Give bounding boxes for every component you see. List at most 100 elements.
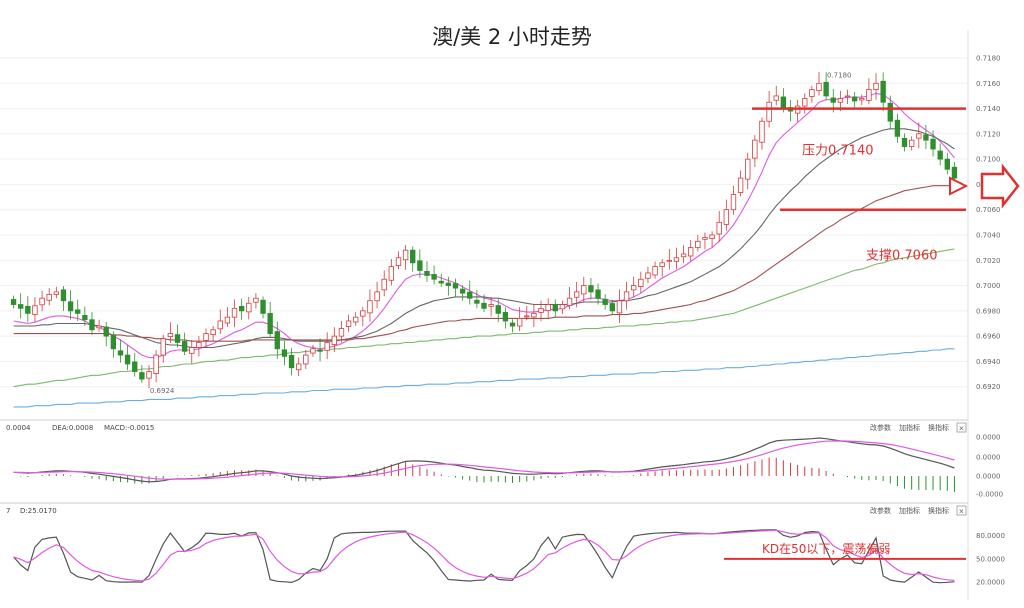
- candle-body: [39, 297, 45, 306]
- kd-d-value: D:25.0170: [20, 507, 57, 515]
- candle-body: [552, 304, 558, 312]
- kd-add-indicator-button[interactable]: 加指标: [899, 506, 920, 515]
- kd-close-button[interactable]: ×: [956, 505, 967, 516]
- candle-body: [89, 319, 95, 331]
- ma-line: [13, 348, 955, 408]
- candle: [923, 124, 929, 150]
- candle: [652, 261, 658, 279]
- candle: [616, 289, 623, 323]
- macd-value: MACD:-0.0015: [104, 424, 154, 432]
- candle-body: [96, 325, 102, 329]
- candle: [317, 338, 323, 362]
- candle-body: [46, 294, 52, 301]
- candle: [566, 286, 573, 310]
- candle-body: [759, 120, 765, 143]
- macd-y-tick-label: 0.0000: [976, 454, 1001, 462]
- candle-body: [766, 101, 772, 122]
- kd-y-tick-label: 80.0000: [976, 532, 1005, 540]
- kd-switch-indicator-button[interactable]: 换指标: [928, 506, 949, 515]
- candle: [688, 240, 694, 262]
- kd-annotation: KD在50以下，震荡偏弱: [762, 541, 890, 556]
- candle-body: [545, 304, 551, 311]
- candle-body: [773, 95, 779, 101]
- candle: [181, 332, 188, 356]
- candle: [89, 312, 95, 335]
- macd-y-tick-label: -0.0000: [976, 491, 1003, 499]
- candle: [203, 328, 209, 349]
- candle: [238, 298, 245, 320]
- candle-body: [930, 138, 936, 150]
- candle-body: [210, 329, 216, 336]
- candle-body: [873, 82, 879, 91]
- macd-close-button[interactable]: ×: [956, 422, 967, 433]
- kd-change-params-button[interactable]: 改参数: [870, 506, 891, 515]
- candle: [231, 299, 238, 328]
- candle: [210, 326, 216, 341]
- ma-line: [13, 248, 955, 388]
- candle-body: [652, 266, 658, 276]
- candle: [424, 261, 430, 282]
- candle-body: [75, 309, 81, 314]
- macd-dif-value: 0.0004: [6, 424, 31, 432]
- candle-body: [153, 354, 159, 374]
- candle-body: [467, 291, 473, 299]
- candle-body: [374, 291, 380, 302]
- candle-body: [217, 320, 223, 330]
- candle-body: [538, 307, 544, 313]
- candle-body: [267, 312, 273, 335]
- candle: [702, 232, 708, 250]
- candle-body: [645, 272, 651, 279]
- y-tick-label: 0.7100: [976, 156, 1001, 164]
- candle: [581, 276, 587, 303]
- candle: [388, 259, 395, 286]
- support-label: 支撑0.7060: [866, 249, 938, 264]
- macd-change-params-button[interactable]: 改参数: [870, 423, 891, 432]
- candle: [787, 99, 794, 122]
- candle-body: [488, 304, 494, 307]
- candle-body: [238, 305, 245, 312]
- candle: [452, 278, 459, 297]
- candle: [752, 135, 758, 167]
- candle-body: [345, 320, 352, 327]
- candle-body: [602, 298, 608, 305]
- chart-title: 澳/美 2 小时走势: [432, 25, 592, 49]
- candle: [374, 281, 380, 309]
- candle-body: [802, 98, 808, 107]
- candle-body: [288, 354, 295, 369]
- candle-body: [310, 348, 316, 354]
- y-tick-label: 0.7000: [976, 282, 1001, 290]
- candle-body: [32, 305, 38, 315]
- candle-body: [559, 304, 566, 310]
- candle-body: [196, 342, 202, 348]
- candle: [937, 143, 943, 166]
- candle-body: [331, 335, 337, 345]
- candle-body: [381, 278, 387, 291]
- macd-dea-line: [13, 440, 955, 480]
- high-label: 0.7180: [827, 71, 852, 79]
- candle: [467, 280, 473, 305]
- candle-body: [103, 326, 109, 337]
- candle-body: [944, 158, 950, 170]
- candle: [139, 364, 145, 383]
- candle-body: [438, 280, 444, 284]
- candle-body: [830, 97, 836, 103]
- candle-body: [638, 278, 644, 287]
- candle-body: [25, 305, 31, 314]
- y-tick-label: 0.6980: [976, 307, 1001, 315]
- candle: [759, 117, 765, 150]
- candle: [310, 344, 316, 357]
- macd-y-tick-label: 0.0000: [976, 473, 1001, 481]
- candle-body: [730, 194, 737, 211]
- candle-body: [659, 262, 665, 268]
- candle: [844, 89, 851, 105]
- candle: [602, 294, 608, 310]
- macd-switch-indicator-button[interactable]: 换指标: [928, 423, 949, 432]
- resistance-label: 压力0.7140: [802, 144, 874, 159]
- candle-body: [745, 158, 751, 180]
- macd-add-indicator-button[interactable]: 加指标: [899, 423, 920, 432]
- candle: [395, 251, 402, 270]
- candle: [75, 299, 81, 321]
- candle-body: [616, 300, 623, 314]
- candle: [802, 93, 808, 114]
- candle: [588, 277, 594, 300]
